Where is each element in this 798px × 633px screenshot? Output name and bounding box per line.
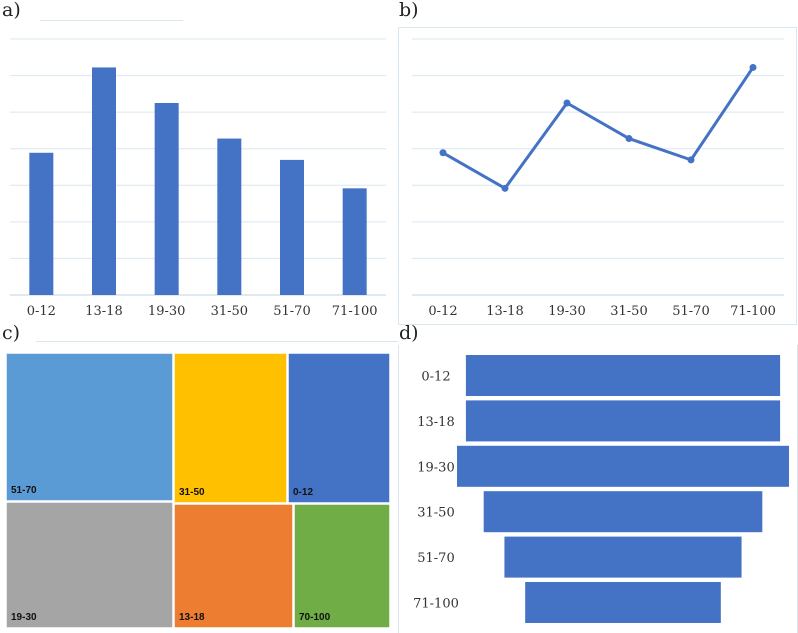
bar-13-18 — [92, 67, 116, 295]
funnel-category-label: 51-70 — [417, 551, 454, 566]
treemap-cell-0-12 — [287, 352, 391, 504]
bar-31-50 — [217, 138, 242, 295]
funnel-bar-13-18 — [465, 400, 781, 442]
panel-label-c: c) — [2, 322, 21, 344]
treemap-label: 0-12 — [293, 487, 313, 498]
x-tick-label: 51-70 — [672, 304, 709, 319]
line-chart-b: 0-12 13-18 19-30 31-50 51-70 71-100 — [412, 38, 784, 319]
bar-19-30 — [154, 103, 179, 295]
point-31-50 — [625, 135, 633, 143]
bar-71-100 — [342, 188, 367, 295]
funnel-bar-0-12 — [465, 355, 781, 396]
point-51-70 — [687, 156, 695, 164]
funnel-bar-71-100 — [525, 582, 721, 623]
x-tick-label: 19-30 — [548, 304, 585, 319]
treemap-cell-51-70 — [5, 352, 174, 502]
treemap-c: 51-70 31-50 0-12 19-30 13-18 70-100 — [5, 352, 391, 629]
bar-0-12 — [29, 152, 54, 295]
x-tick-label: 0-12 — [27, 304, 56, 319]
x-tick-label: 31-50 — [211, 304, 248, 319]
point-71-100 — [749, 63, 757, 71]
funnel-category-label: 71-100 — [413, 597, 459, 612]
x-tick-label: 71-100 — [332, 304, 378, 319]
funnel-bar-31-50 — [483, 491, 763, 533]
point-13-18 — [501, 184, 509, 192]
panel-label-a: a) — [2, 0, 21, 21]
funnel-category-label: 0-12 — [421, 370, 450, 385]
panel-label-d: d) — [399, 322, 419, 344]
treemap-label: 31-50 — [179, 487, 205, 498]
x-tick-label: 51-70 — [273, 304, 310, 319]
x-tick-label: 13-18 — [486, 304, 523, 319]
funnel-category-label: 13-18 — [417, 415, 454, 430]
treemap-cell-31-50 — [173, 352, 288, 504]
x-tick-label: 31-50 — [610, 304, 647, 319]
point-19-30 — [563, 99, 571, 107]
funnel-category-label: 19-30 — [417, 460, 454, 475]
treemap-label: 51-70 — [11, 485, 37, 496]
treemap-cell-13-18 — [173, 503, 294, 629]
bar-51-70 — [280, 159, 304, 295]
series-line — [442, 66, 755, 190]
treemap-cell-19-30 — [5, 501, 174, 629]
treemap-cell-70-100 — [293, 503, 391, 629]
bar-chart-a: 0-12 13-18 19-30 31-50 51-70 71-100 — [10, 38, 386, 319]
point-0-12 — [439, 149, 447, 157]
funnel-bar-19-30 — [457, 445, 789, 487]
treemap-label: 70-100 — [299, 612, 331, 623]
panel-label-b: b) — [399, 0, 419, 21]
x-tick-label: 71-100 — [730, 304, 776, 319]
x-tick-label: 13-18 — [85, 304, 122, 319]
x-tick-label: 19-30 — [148, 304, 185, 319]
funnel-category-label: 31-50 — [417, 506, 454, 521]
funnel-bar-51-70 — [504, 536, 742, 578]
treemap-label: 13-18 — [179, 612, 205, 623]
treemap-label: 19-30 — [11, 612, 37, 623]
funnel-chart-d: 0-12 13-18 19-30 31-50 51-70 71-100 — [413, 355, 789, 623]
panel-border-b — [398, 27, 797, 325]
x-tick-label: 0-12 — [428, 304, 457, 319]
